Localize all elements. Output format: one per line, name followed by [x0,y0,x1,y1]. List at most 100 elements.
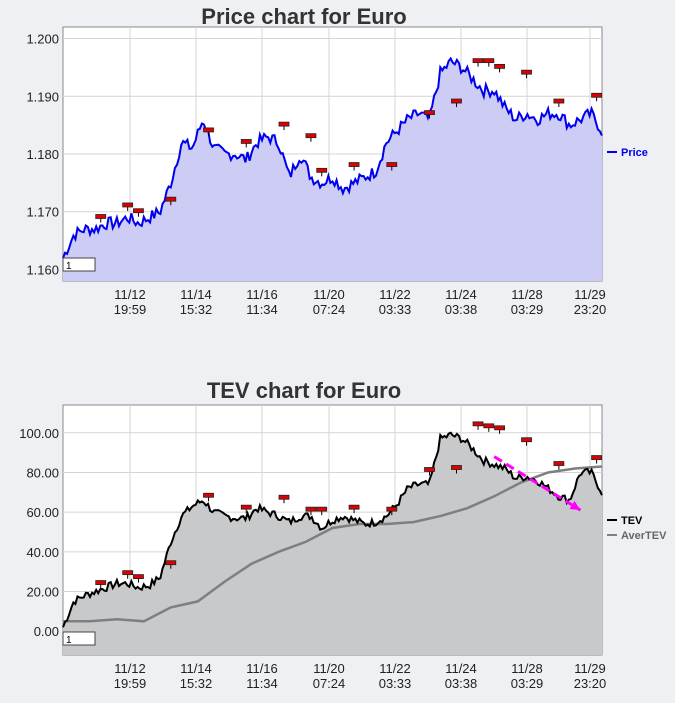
y-tick-label: 100.00 [19,426,59,441]
signal-marker [521,437,532,443]
avertev-legend-label: AverTEV [621,530,667,542]
x-tick-date: 11/14 [180,661,212,676]
signal-marker [278,494,290,500]
x-tick-time: 11:34 [246,676,278,691]
signal-marker [451,98,462,104]
x-tick-date: 11/29 [574,287,606,302]
x-tick-date: 11/16 [246,287,278,302]
x-tick-date: 11/22 [379,661,411,676]
x-tick-date: 11/12 [114,287,146,302]
trend-arrow-head [569,500,581,511]
x-tick-date: 11/14 [180,287,212,302]
signal-marker [305,506,317,512]
x-tick-time: 15:32 [180,676,213,691]
x-tick-time: 03:29 [511,676,544,691]
avertev-line [63,465,603,623]
signal-marker [305,133,317,139]
signal-marker [472,58,484,64]
y-tick-label: 60.00 [26,505,59,520]
x-tick-time: 23:20 [574,302,607,317]
x-tick-date: 11/16 [246,661,278,676]
signal-marker [240,139,252,144]
signal-marker [348,162,360,167]
signal-marker [165,196,177,202]
signal-marker [122,202,134,208]
signal-marker [472,421,484,427]
y-tick-label: 40.00 [26,545,59,560]
signal-marker [165,560,177,566]
signal-marker [316,506,328,512]
y-tick-label: 1.180 [26,147,59,162]
x-tick-date: 11/20 [313,287,345,302]
tev-y-ticks: 0.00 20.00 40.00 60.00 80.00 100.00 [19,426,59,639]
price-chart: Price chart for Euro 1.160 1.170 1.180 1.19… [26,4,647,317]
x-tick-time: 19:59 [114,302,147,317]
signal-marker [451,465,462,470]
x-tick-time: 11:34 [246,302,278,317]
y-tick-label: 0.00 [34,624,59,639]
x-tick-date: 11/24 [445,661,477,676]
tev-markers [95,421,603,589]
signal-marker [133,574,144,580]
tev-page-box-label: 1 [66,635,72,646]
signal-marker [95,580,107,585]
signal-marker [278,121,290,127]
price-area [63,58,602,281]
x-tick-time: 07:24 [313,302,346,317]
tev-line [62,431,603,628]
signal-marker [122,570,134,576]
x-tick-time: 15:32 [180,302,213,317]
signal-marker [203,127,214,133]
x-tick-time: 23:20 [574,676,607,691]
signal-marker [95,214,107,219]
tev-legend-label: TEV [621,515,643,527]
signal-marker [386,506,398,512]
x-tick-time: 03:38 [445,676,478,691]
y-tick-label: 1.200 [26,32,59,47]
signal-marker [203,492,214,498]
signal-marker [553,461,565,466]
tev-trend-arrow [493,455,582,512]
x-tick-date: 11/29 [574,661,606,676]
trend-arrow-line [493,455,582,512]
x-tick-time: 07:24 [313,676,346,691]
x-tick-time: 03:33 [379,302,412,317]
signal-marker [494,64,505,69]
signal-marker [483,423,495,429]
tev-page-box[interactable] [62,631,96,646]
y-tick-label: 80.00 [26,465,59,480]
signal-marker [240,504,252,510]
x-tick-date: 11/24 [445,287,477,302]
signal-marker [386,162,398,167]
signal-marker [424,467,435,472]
signal-marker [553,98,565,104]
x-tick-date: 11/12 [114,661,146,676]
signal-marker [591,92,603,98]
signal-marker [521,69,532,75]
x-tick-date: 11/28 [511,661,543,676]
x-tick-time: 19:59 [114,676,147,691]
tev-chart: TEV chart for Euro 0.00 20.00 40.00 60.00 80… [19,378,667,691]
y-tick-label: 1.190 [26,89,59,104]
x-tick-time: 03:38 [445,302,478,317]
signal-marker [424,110,435,115]
price-y-ticks: 1.160 1.170 1.180 1.190 1.200 [26,32,59,278]
price-page-box-label: 1 [66,261,72,272]
y-tick-label: 20.00 [26,585,59,600]
price-chart-title: Price chart for Euro [201,4,406,29]
tev-chart-title: TEV chart for Euro [207,378,401,403]
x-tick-date: 11/20 [313,661,345,676]
price-page-box[interactable] [62,257,96,272]
y-tick-label: 1.160 [26,262,59,277]
price-line [62,56,603,259]
signal-marker [483,58,495,64]
signal-marker [591,455,603,460]
signal-marker [348,504,360,510]
x-tick-time: 03:33 [379,676,412,691]
tev-legend: TEV AverTEV [607,515,667,542]
x-tick-date: 11/28 [511,287,543,302]
signal-marker [133,208,144,214]
